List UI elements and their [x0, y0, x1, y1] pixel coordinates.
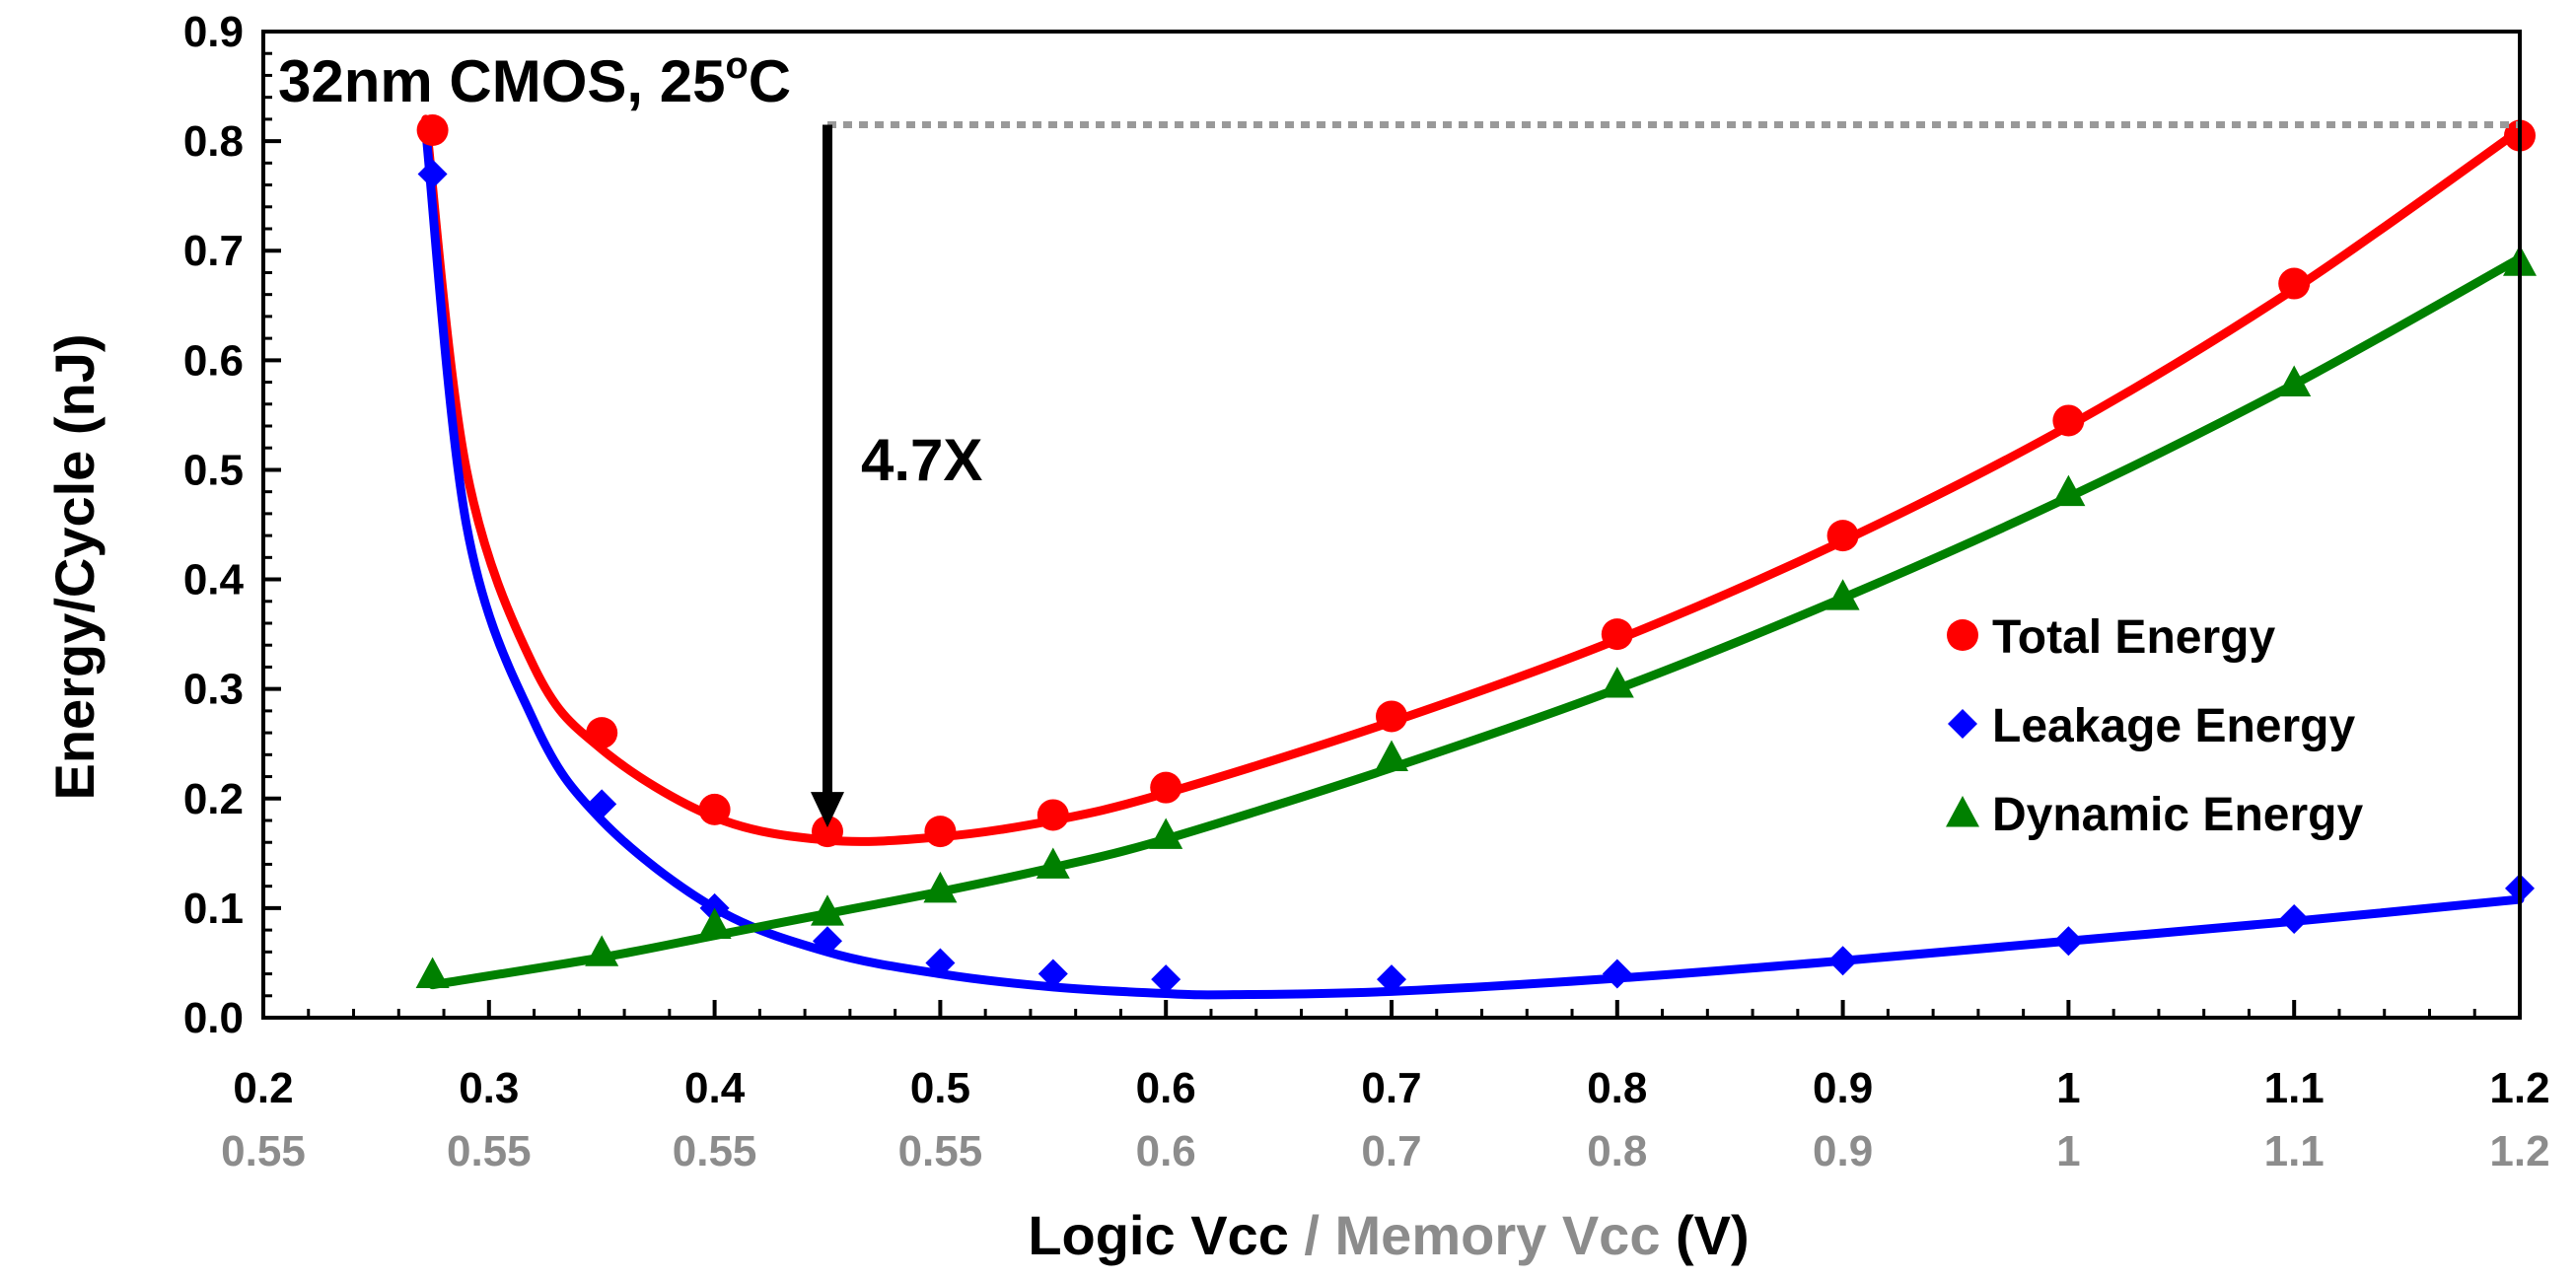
x-tick-label-memory: 0.55: [221, 1127, 306, 1175]
x-tick-label-logic: 0.2: [233, 1064, 293, 1112]
dynamic-energy-point: [585, 935, 619, 966]
x-tick-label-memory: 1: [2056, 1127, 2080, 1175]
x-axis-title-separator: /: [1289, 1204, 1335, 1266]
y-tick-label: 0.8: [183, 117, 244, 166]
leakage-energy-point: [2053, 926, 2084, 957]
x-tick-label-logic: 0.9: [1813, 1064, 1873, 1112]
total-energy-legend-marker: [1947, 619, 1978, 651]
leakage-energy-curve: [421, 125, 2525, 1000]
total-energy-point: [1826, 520, 1859, 552]
leakage-energy-point: [1151, 964, 1181, 995]
x-tick-label-logic: 0.6: [1136, 1064, 1196, 1112]
total-energy-point: [1150, 771, 1182, 804]
leakage-energy-point: [1827, 946, 1858, 976]
x-tick-label-logic: 1.1: [2264, 1064, 2325, 1112]
leakage-energy-legend-label: Leakage Energy: [1992, 700, 2355, 752]
y-tick-label: 0.9: [183, 8, 244, 56]
dynamic-energy-point: [2277, 365, 2312, 397]
fitted-curves: [421, 114, 2525, 1000]
y-axis-title: Energy/Cycle (nJ): [43, 333, 106, 800]
x-tick-label-logic: 1: [2056, 1064, 2080, 1112]
x-tick-label-memory: 0.55: [673, 1127, 757, 1175]
y-tick-label: 0.1: [183, 885, 244, 933]
x-axis-title-logic: Logic Vcc: [1028, 1204, 1289, 1266]
leakage-energy-legend-marker: [1948, 709, 1977, 739]
leakage-energy-point: [2279, 904, 2310, 934]
total-energy-point: [698, 793, 731, 825]
total-energy-point: [924, 816, 957, 848]
x-axis-title-unit: (V): [1660, 1204, 1749, 1266]
dynamic-energy-point: [1036, 847, 1070, 879]
y-tick-label: 0.6: [183, 336, 244, 385]
axes: 0.0 0.1 0.2 0.3 0.4 0.5 0.6 0.7 0.8 0.9 0.2 0.55 0.3…: [183, 8, 2550, 1175]
dynamic-energy-point: [923, 871, 958, 903]
data-markers: [415, 114, 2537, 995]
dynamic-energy-point: [1600, 667, 1634, 698]
leakage-energy-point: [813, 926, 842, 957]
annotations: 32nm CMOS, 25oC 4.7X: [278, 45, 2520, 828]
x-tick-label-memory: 0.9: [1813, 1127, 1873, 1175]
x-tick-label-logic: 0.5: [910, 1064, 970, 1112]
x-tick-label-memory: 1.2: [2489, 1127, 2549, 1175]
leakage-energy-point: [417, 159, 448, 189]
process-label-main: 32nm CMOS, 25: [278, 48, 726, 114]
x-tick-label-logic: 0.4: [684, 1064, 746, 1112]
dynamic-energy-legend-marker: [1946, 796, 1979, 827]
x-tick-label-memory: 1.1: [2264, 1127, 2325, 1175]
y-tick-label: 0.4: [183, 556, 245, 604]
legend: Total Energy Leakage Energy Dynamic Energy: [1946, 611, 2363, 841]
process-label-tail: C: [749, 48, 791, 114]
total-energy-point: [1601, 618, 1633, 651]
dynamic-energy-point: [811, 894, 844, 926]
y-tick-label: 0.2: [183, 775, 244, 823]
dynamic-energy-point: [2051, 474, 2086, 507]
x-axis-title: Logic Vcc / Memory Vcc (V): [1028, 1204, 1749, 1266]
leakage-energy-point: [1038, 959, 1068, 989]
y-tick-label: 0.7: [183, 227, 244, 275]
y-tick-label: 0.5: [183, 446, 244, 494]
total-energy-point: [416, 114, 449, 146]
total-energy-point: [2052, 404, 2085, 437]
process-label: 32nm CMOS, 25oC: [278, 45, 791, 114]
total-energy-point: [1376, 700, 1407, 733]
dynamic-energy-curve: [428, 253, 2525, 990]
x-tick-label-logic: 0.7: [1361, 1064, 1421, 1112]
leakage-energy-point: [587, 789, 617, 819]
plot-frame: [261, 30, 2522, 1020]
total-energy-point: [2278, 267, 2311, 300]
leakage-energy-point: [925, 948, 956, 978]
x-tick-label-memory: 0.6: [1136, 1127, 1196, 1175]
x-tick-label-memory: 0.55: [898, 1127, 983, 1175]
y-tick-label: 0.0: [183, 994, 244, 1042]
total-energy-point: [812, 816, 843, 848]
dynamic-energy-point: [1825, 579, 1860, 610]
dynamic-energy-point: [415, 957, 450, 989]
leakage-energy-point: [1377, 964, 1406, 995]
leakage-energy-point: [1602, 959, 1632, 989]
total-energy-legend-label: Total Energy: [1992, 611, 2275, 664]
process-label-superscript: o: [726, 45, 749, 87]
x-tick-label-memory: 0.7: [1361, 1127, 1421, 1175]
x-tick-label-memory: 0.8: [1587, 1127, 1647, 1175]
x-tick-label-memory: 0.55: [447, 1127, 532, 1175]
ratio-label: 4.7X: [861, 427, 982, 493]
dynamic-energy-point: [697, 907, 732, 940]
y-tick-label: 0.3: [183, 666, 244, 714]
x-axis-title-memory: Memory Vcc: [1335, 1204, 1661, 1266]
total-energy-point: [1037, 799, 1069, 831]
x-tick-label-logic: 0.3: [459, 1064, 519, 1112]
dynamic-energy-point: [1375, 740, 1408, 772]
arrow-head: [811, 792, 844, 828]
total-energy-point: [586, 717, 618, 749]
dynamic-energy-legend-label: Dynamic Energy: [1992, 789, 2363, 841]
x-tick-label-logic: 0.8: [1587, 1064, 1647, 1112]
x-tick-label-logic: 1.2: [2489, 1064, 2549, 1112]
dynamic-energy-point: [1149, 818, 1183, 849]
